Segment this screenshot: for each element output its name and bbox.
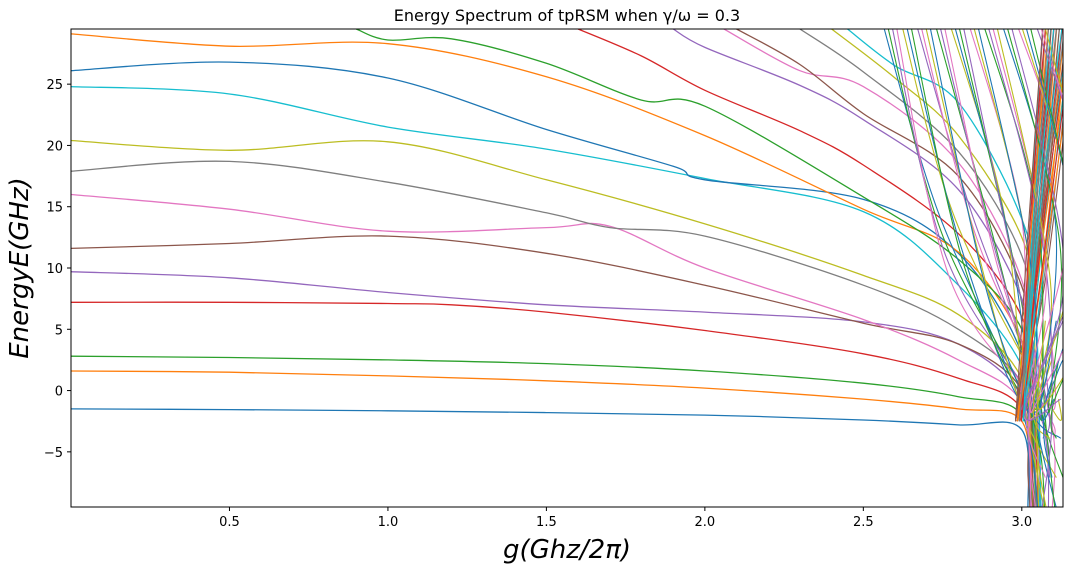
y-tick-label: −5: [44, 446, 63, 461]
y-axis-label: EnergyE(GHz): [5, 177, 35, 359]
series-line: [736, 29, 1034, 507]
dense-level-line: [1029, 29, 1063, 414]
y-tick-label: 5: [55, 323, 63, 338]
series-line: [355, 29, 1037, 507]
dense-level-line: [984, 29, 1056, 507]
series-line: [71, 85, 1041, 507]
series-line: [71, 301, 1037, 507]
dense-level-line: [1018, 29, 1049, 422]
series-line: [71, 139, 1039, 507]
plot-frame: [70, 28, 1064, 508]
y-tick-label: 25: [46, 78, 63, 93]
dense-level-line: [921, 29, 1056, 507]
series-line: [71, 235, 1031, 507]
dense-level-line: [925, 29, 1057, 478]
dense-level-line: [944, 29, 1057, 410]
dense-level-line: [887, 29, 1046, 507]
x-axis: 0.5 1.0 1.5 2.0 2.5 3.0: [219, 507, 1032, 530]
dense-level-line: [950, 29, 1045, 507]
y-tick-label: 0: [55, 385, 63, 400]
series-line: [672, 29, 1042, 507]
y-tick-label: 10: [46, 262, 63, 277]
dense-level-line: [1016, 29, 1049, 422]
dense-level-line: [988, 29, 1053, 507]
dense-level-line: [1014, 29, 1052, 422]
dense-level-line: [1014, 29, 1044, 422]
dense-level-line: [1024, 29, 1063, 421]
series-line: [71, 408, 1030, 507]
dense-level-line: [954, 29, 1057, 507]
dense-level-line: [1025, 29, 1063, 478]
dense-level-line: [996, 29, 1052, 439]
x-axis-label: g(Ghz/2π): [503, 535, 631, 565]
dense-level-line: [1011, 29, 1063, 410]
dense-level-line: [1022, 29, 1055, 422]
dense-level-line: [1030, 29, 1063, 439]
series-line: [71, 33, 1034, 507]
y-axis: −5 0 5 10 15 20 25: [44, 78, 71, 461]
x-tick-label: 2.5: [853, 515, 874, 530]
y-tick-label: 20: [46, 139, 63, 154]
dense-level-line: [1020, 103, 1063, 422]
plot-area: [71, 29, 1042, 507]
dense-crossing-region: [883, 29, 1063, 507]
series-line: [577, 29, 1039, 507]
series-line: [799, 29, 1037, 507]
series-line: [71, 193, 1033, 507]
x-tick-label: 1.0: [378, 515, 399, 530]
dense-level-line: [935, 29, 1043, 421]
dense-level-line: [929, 29, 1062, 439]
x-tick-label: 0.5: [219, 515, 240, 530]
dense-level-line: [1007, 29, 1063, 414]
series-line: [71, 61, 1032, 507]
x-tick-label: 3.0: [1011, 515, 1032, 530]
series-line: [71, 160, 1036, 507]
y-tick-label: 15: [46, 201, 63, 216]
x-tick-label: 2.0: [695, 515, 716, 530]
dense-level-line: [917, 29, 1050, 507]
x-tick-label: 1.5: [536, 515, 557, 530]
dense-level-line: [1021, 29, 1063, 507]
dense-level-line: [1037, 29, 1063, 410]
series-line: [831, 29, 1040, 507]
series-line: [71, 355, 1034, 507]
series-line: [71, 370, 1031, 507]
dense-level-line: [963, 29, 1051, 439]
chart-title: Energy Spectrum of tpRSM when γ/ω = 0.3: [394, 6, 740, 25]
